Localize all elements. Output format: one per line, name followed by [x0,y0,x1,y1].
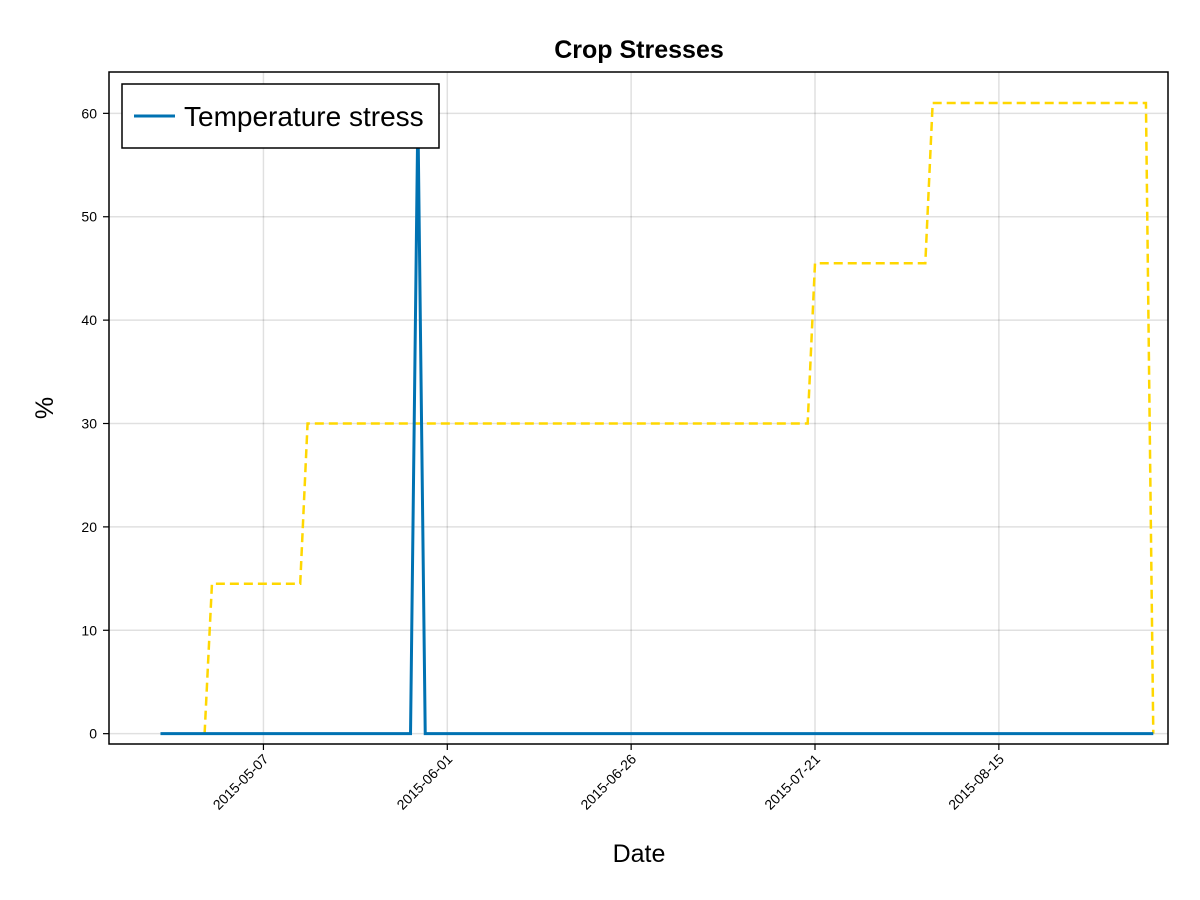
x-axis-label: Date [613,840,666,868]
axis-ticks: 2015-05-07 2015-06-01 2015-06-26 2015-07-21… [81,105,1007,812]
y-tick-label: 40 [81,312,97,328]
chart-title: Crop Stresses [554,36,724,64]
series-line-1 [203,101,1155,734]
y-tick-label: 50 [81,209,97,225]
y-tick-label: 10 [81,622,97,638]
x-tick-label: 2015-06-01 [393,751,455,813]
legend: Temperature stress [121,83,440,149]
x-tick-label: 2015-07-21 [761,751,823,813]
x-tick-label: 2015-08-15 [945,751,1007,813]
legend-label: Temperature stress [184,101,424,132]
x-tick-label: 2015-06-26 [577,751,639,813]
y-tick-label: 20 [81,519,97,535]
plot-frame [108,71,1169,745]
y-tick-label: 0 [89,726,97,742]
x-tick-label: 2015-05-07 [210,751,272,813]
y-tick-label: 30 [81,416,97,432]
y-tick-label: 60 [81,105,97,121]
series-layer [160,101,1155,736]
y-axis-label: % [31,397,59,419]
grid-lines [109,72,1168,744]
